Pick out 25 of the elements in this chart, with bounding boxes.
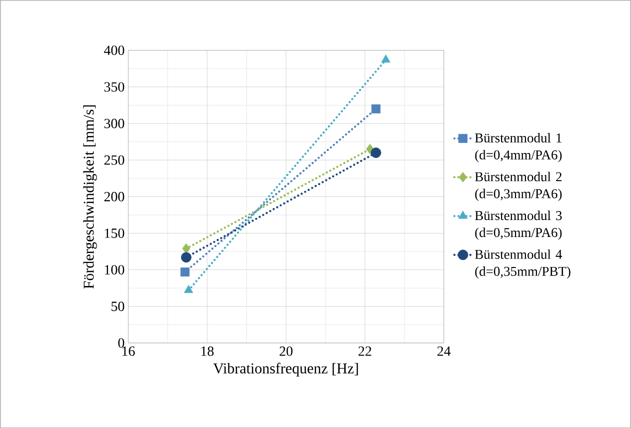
point	[370, 147, 382, 158]
y-tick-label: 50	[112, 302, 124, 311]
x-tick-label: 20	[280, 346, 292, 356]
x-tick-label: 16	[122, 346, 135, 356]
y-tick-label: 100	[104, 264, 124, 274]
y-tick-label: 400	[104, 45, 124, 55]
point	[181, 252, 192, 262]
x-tick-label: 18	[201, 346, 214, 356]
y-tick-label: 150	[104, 228, 124, 238]
legend-label: Bürstenmodul 1 (d=0,4mm/PA6)	[474, 132, 562, 162]
legend-label: Bürstenmodul 3 (d=0,5mm/PA6)	[474, 210, 562, 240]
x-axis-title: Vibrationsfrequenz [Hz]	[213, 362, 358, 376]
legend-label: Bürstenmodul 4 (d=0,35mm/PBT)	[474, 249, 570, 279]
x-tick-label: 24	[437, 346, 451, 356]
legend-label: Bürstenmodul 2 (d=0,3mm/PA6)	[474, 172, 562, 201]
y-tick-label: 250	[104, 155, 124, 165]
point	[182, 243, 190, 254]
point	[180, 267, 190, 276]
y-tick-label: 0	[118, 338, 124, 348]
y-tick-label: 300	[104, 118, 124, 128]
y-tick-label: 200	[104, 192, 124, 202]
y-axis-title: Fördergeschwindigkeit [mm/s]	[83, 105, 97, 289]
x-tick-label: 22	[358, 346, 372, 356]
point	[371, 104, 380, 114]
y-tick-label: 350	[104, 82, 124, 92]
